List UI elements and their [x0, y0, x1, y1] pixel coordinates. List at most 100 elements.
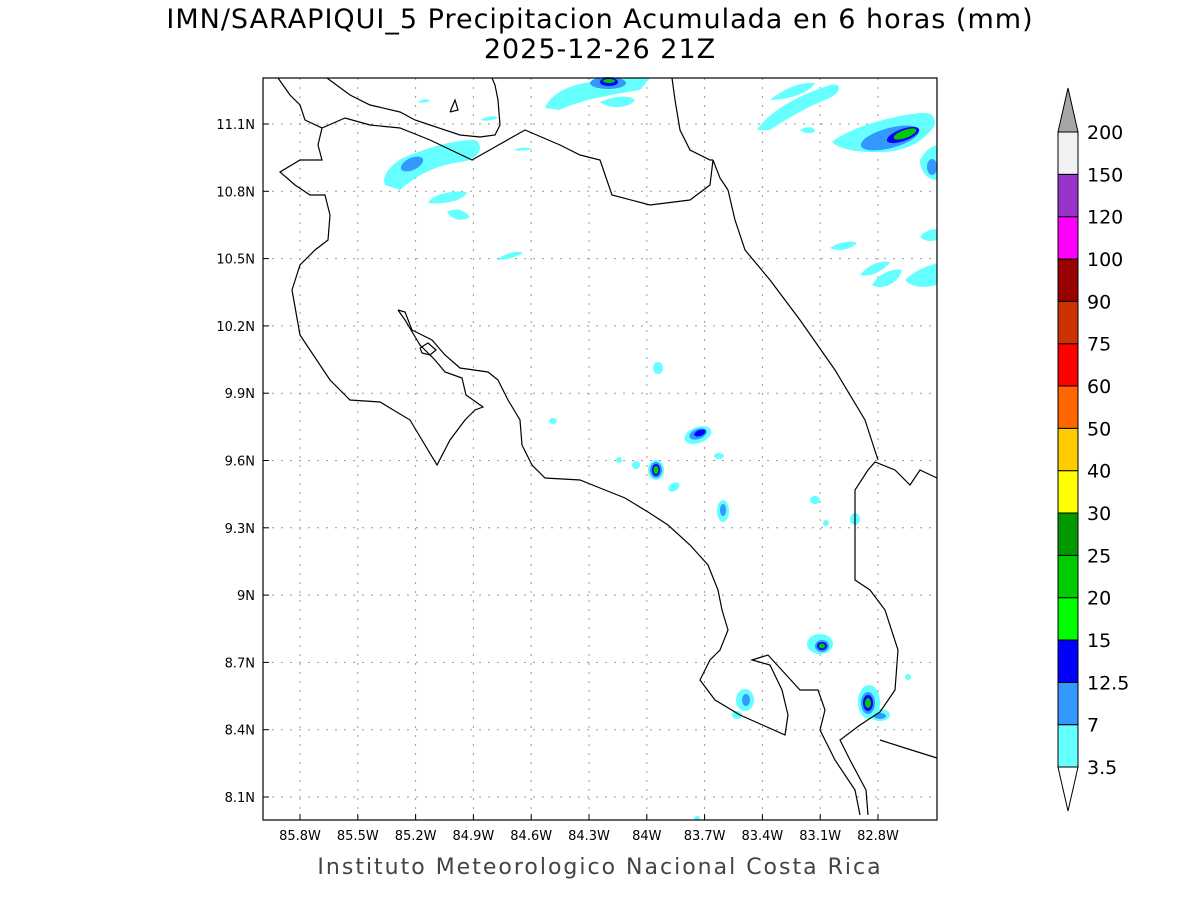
lat-tick-label: 9.6N: [225, 455, 255, 470]
rain-area: [865, 698, 871, 708]
rain-area: [770, 82, 815, 100]
lon-tick-label: 83.4W: [741, 829, 783, 844]
colorbar-label: 25: [1087, 545, 1111, 567]
gulf-coastline: [397, 309, 861, 816]
lat-tick-label: 10.5N: [216, 253, 255, 268]
lake-island: [449, 98, 459, 113]
rain-area: [893, 128, 917, 140]
colorbar: 3.5 7 12.5 15 20 25 30 40 50 60 75 90 100 120 150 200: [1057, 87, 1129, 812]
rain-area: [757, 84, 840, 130]
lat-tick-label: 9N: [237, 589, 255, 604]
colorbar-box: [1057, 258, 1079, 302]
lon-tick-label: 84.9W: [452, 829, 494, 844]
rain-area: [905, 674, 911, 680]
colorbar-label: 200: [1087, 122, 1123, 144]
coastlines: [277, 77, 938, 816]
colorbar-label: 50: [1087, 418, 1111, 440]
colorbar-label: 100: [1087, 249, 1123, 271]
colorbar-over-triangle: [1057, 87, 1079, 133]
rain-area: [694, 429, 706, 437]
rain-area: [428, 191, 467, 204]
rain-area: [400, 156, 424, 172]
rain-area: [732, 711, 742, 719]
rain-area: [905, 263, 937, 287]
chart-subtitle: 2025-12-26 21Z: [483, 34, 717, 65]
rain-area: [480, 116, 498, 121]
lat-tick-label: 8.7N: [225, 656, 255, 671]
panama-coast: [879, 739, 938, 759]
lon-tick-label: 85.5W: [337, 829, 379, 844]
rain-area: [810, 496, 820, 504]
rain-area: [545, 78, 650, 110]
rain-area: [616, 457, 622, 463]
colorbar-under-triangle: [1057, 766, 1079, 812]
colorbar-box: [1057, 300, 1079, 345]
colorbar-label: 90: [1087, 291, 1111, 313]
rain-area: [497, 251, 523, 260]
rain-area: [927, 159, 937, 175]
colorbar-label: 7: [1087, 715, 1099, 737]
lat-tick-label: 8.4N: [225, 724, 255, 739]
rain-area: [549, 418, 557, 424]
colorbar-box: [1057, 681, 1079, 726]
rain-area: [632, 461, 640, 469]
rain-area: [384, 140, 480, 190]
lat-tick-label: 9.3N: [225, 522, 255, 537]
colorbar-label: 15: [1087, 630, 1111, 652]
precipitation-contours: [384, 77, 937, 820]
lon-tick-label: 83.1W: [799, 829, 841, 844]
nicoya-island: [419, 342, 437, 356]
colorbar-label: 120: [1087, 207, 1123, 229]
colorbar-label: 60: [1087, 376, 1111, 398]
footer-credit: Instituto Meteorologico Nacional Costa R…: [317, 855, 883, 880]
rain-area: [819, 643, 825, 649]
axis-ticks: 85.8W 85.5W 85.2W 84.9W 84.6W 84.3W 84W 83.7W 83…: [216, 118, 899, 844]
rain-area: [694, 816, 700, 820]
colorbar-box: [1057, 427, 1079, 472]
lon-tick-label: 84.6W: [510, 829, 552, 844]
rain-area: [720, 504, 726, 516]
colorbar-box: [1057, 512, 1079, 556]
rain-area: [872, 269, 902, 288]
rain-area: [920, 229, 937, 241]
lat-tick-label: 10.8N: [216, 185, 255, 200]
colorbar-box: [1057, 173, 1079, 218]
panama-border: [839, 461, 938, 816]
lat-tick-label: 11.1N: [216, 118, 255, 133]
rain-area: [513, 147, 532, 151]
colorbar-label: 150: [1087, 164, 1123, 186]
rain-area: [418, 99, 430, 103]
rain-area: [742, 694, 750, 706]
rain-area: [600, 96, 635, 108]
colorbar-label: 30: [1087, 503, 1111, 525]
colorbar-box: [1057, 343, 1079, 387]
caribbean-coastline: [727, 189, 879, 461]
colorbar-label: 75: [1087, 334, 1111, 356]
rain-area: [447, 209, 470, 220]
lat-tick-label: 8.1N: [225, 791, 255, 806]
rain-area: [800, 127, 815, 134]
lon-tick-label: 82.8W: [857, 829, 899, 844]
colorbar-label: 40: [1087, 461, 1111, 483]
colorbar-label: 12.5: [1087, 672, 1129, 694]
rain-area: [860, 261, 890, 276]
colorbar-box: [1057, 639, 1079, 683]
colorbar-label: 20: [1087, 588, 1111, 610]
pacific-coastline: [277, 77, 485, 467]
lat-tick-label: 9.9N: [225, 387, 255, 402]
lon-tick-label: 84W: [632, 829, 662, 844]
lon-tick-label: 85.2W: [395, 829, 437, 844]
map-grid: [263, 78, 937, 820]
lon-tick-label: 84.3W: [568, 829, 610, 844]
nicaragua-east-coast: [671, 77, 713, 161]
nicaragua-border: [321, 117, 729, 206]
lat-tick-label: 10.2N: [216, 320, 255, 335]
chart-title: IMN/SARAPIQUI_5 Precipitacion Acumulada …: [166, 4, 1034, 35]
rain-area: [830, 241, 857, 251]
colorbar-box: [1057, 131, 1079, 175]
rain-area: [668, 482, 680, 492]
rain-area: [603, 79, 615, 83]
rain-area: [653, 362, 663, 374]
colorbar-label: 3.5: [1087, 757, 1117, 779]
